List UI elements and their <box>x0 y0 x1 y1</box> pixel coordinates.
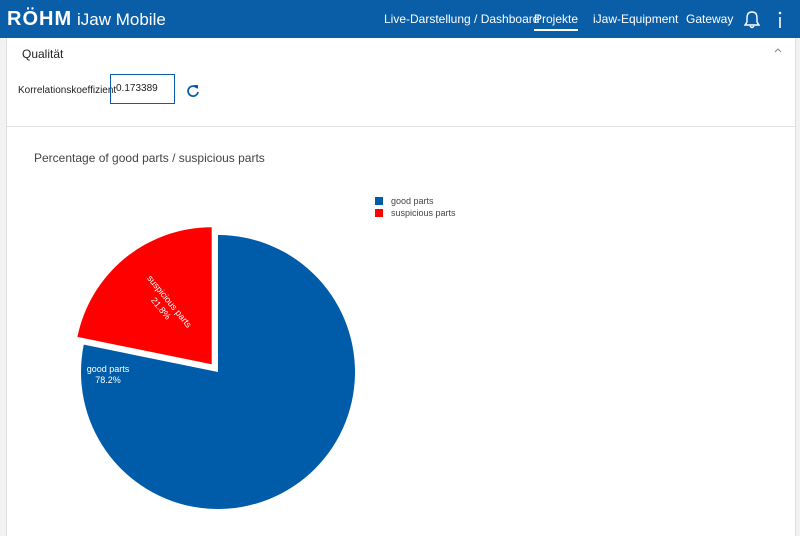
legend-swatch <box>375 197 383 205</box>
slice-label-value: 78.2% <box>95 375 121 385</box>
nav-item[interactable]: Gateway <box>686 12 734 26</box>
nav-item[interactable]: iJaw-Equipment <box>593 12 679 26</box>
collapse-icon[interactable] <box>773 46 783 54</box>
field-label: Korrelationskoeffizient <box>18 85 117 96</box>
divider <box>7 126 795 127</box>
nav-item[interactable]: Projekte <box>534 12 579 31</box>
legend-label: suspicious parts <box>391 208 456 218</box>
info-icon[interactable] <box>776 11 784 29</box>
nav-item[interactable]: Live-Darstellung / Dashboard <box>384 12 540 26</box>
pie-slice <box>77 227 212 365</box>
logo[interactable]: RÖHM <box>7 8 73 30</box>
header: RÖHM iJaw Mobile Live-Darstellung / Dash… <box>0 0 800 38</box>
panel-title: Qualität <box>22 47 64 61</box>
refresh-icon[interactable] <box>186 84 200 98</box>
slice-label-name: good parts <box>87 364 130 374</box>
legend-swatch <box>375 209 383 217</box>
chart: Percentage of good parts / suspicious pa… <box>34 151 456 509</box>
number-input[interactable]: 0.173389 <box>110 74 175 104</box>
chart-title: Percentage of good parts / suspicious pa… <box>34 151 265 165</box>
legend-label: good parts <box>391 196 434 206</box>
bell-icon[interactable] <box>744 11 760 29</box>
app-name: iJaw Mobile <box>77 10 166 29</box>
pie-slice <box>80 235 356 509</box>
